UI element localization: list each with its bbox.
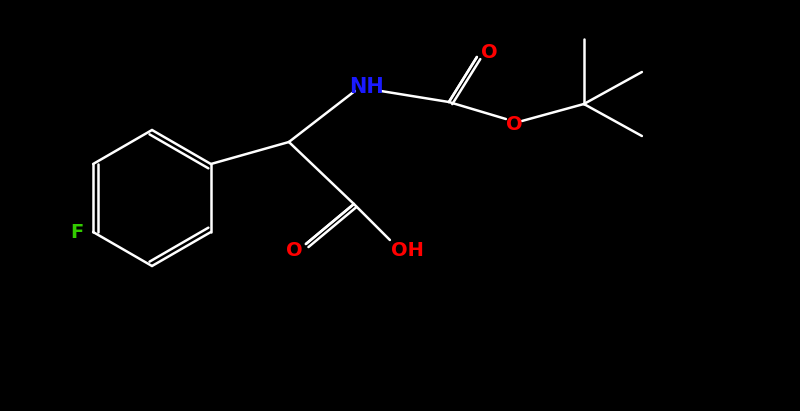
Text: O: O: [481, 42, 498, 62]
Text: F: F: [70, 222, 84, 242]
Text: NH: NH: [350, 77, 384, 97]
Text: O: O: [286, 240, 302, 259]
Text: O: O: [506, 115, 522, 134]
Text: OH: OH: [391, 240, 424, 259]
